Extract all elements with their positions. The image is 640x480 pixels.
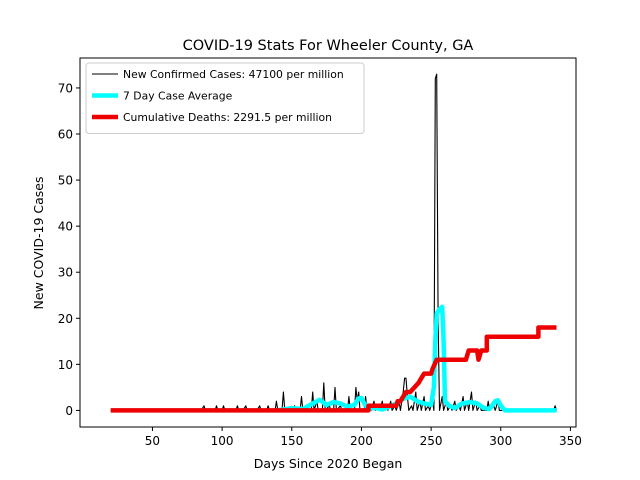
y-axis: 0 10 20 30 40 50 60 70 xyxy=(58,81,80,418)
chart-title: COVID-19 Stats For Wheeler County, GA xyxy=(183,38,474,54)
series-line-3 xyxy=(110,325,557,413)
y-tick-label: 40 xyxy=(58,220,73,234)
y-tick-label: 10 xyxy=(58,358,73,372)
y-tick-label: 70 xyxy=(58,81,73,95)
legend-label: 7 Day Case Average xyxy=(123,90,233,103)
x-axis: 50 100 150 200 250 300 350 xyxy=(145,427,582,448)
y-tick-label: 60 xyxy=(58,128,73,142)
y-axis-label: New COVID-19 Cases xyxy=(31,177,46,310)
x-tick-label: 100 xyxy=(211,434,234,448)
x-tick-label: 250 xyxy=(420,434,443,448)
x-tick-label: 200 xyxy=(350,434,373,448)
legend-label: New Confirmed Cases: 47100 per million xyxy=(123,68,344,81)
plot-frame xyxy=(79,57,577,428)
y-tick-label: 50 xyxy=(58,174,73,188)
series-layer xyxy=(110,73,558,413)
x-tick-label: 150 xyxy=(280,434,303,448)
x-tick-label: 300 xyxy=(489,434,512,448)
x-tick-label: 350 xyxy=(559,434,582,448)
series-line-2 xyxy=(277,304,557,413)
y-tick-label: 30 xyxy=(58,266,73,280)
legend-label: Cumulative Deaths: 2291.5 per million xyxy=(123,111,332,124)
x-tick-label: 50 xyxy=(145,434,160,448)
legend-box xyxy=(85,62,365,134)
x-axis-label: Days Since 2020 Began xyxy=(254,456,403,471)
legend: New Confirmed Cases: 47100 per million 7 … xyxy=(85,62,365,134)
y-tick-label: 0 xyxy=(65,404,73,418)
y-tick-label: 20 xyxy=(58,312,73,326)
